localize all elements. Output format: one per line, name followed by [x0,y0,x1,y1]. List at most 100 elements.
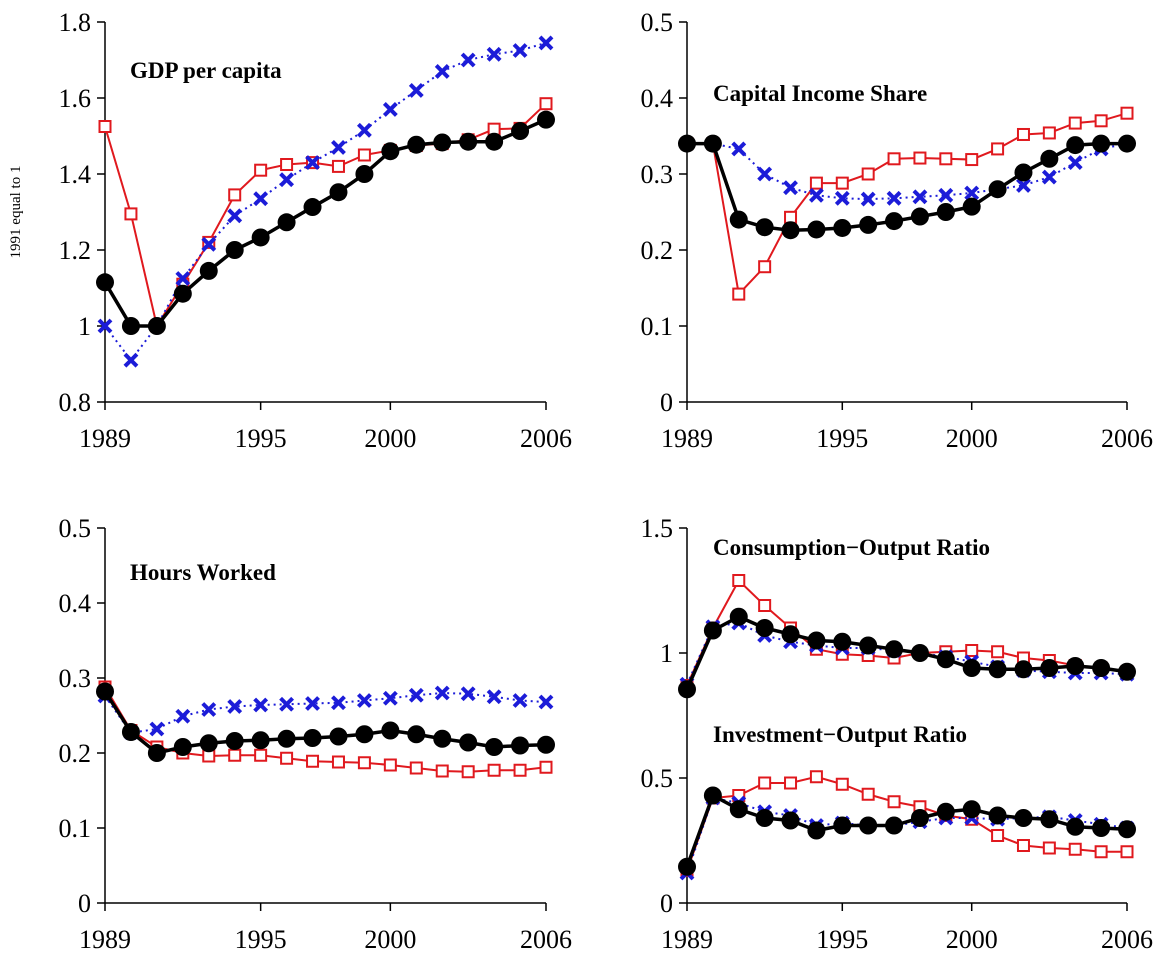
marker [784,210,798,224]
marker [1120,845,1134,859]
marker [409,761,423,775]
marker [383,758,397,772]
marker [433,729,452,748]
marker [755,809,774,827]
marker [279,172,295,188]
marker [1094,845,1108,859]
marker [433,133,452,152]
marker [201,702,217,717]
marker [225,241,244,259]
marker [887,795,901,809]
marker [939,152,953,166]
marker [277,729,296,748]
marker [1118,820,1136,839]
marker [988,806,1007,825]
marker [834,190,850,206]
marker [807,631,826,650]
marker [755,619,774,637]
marker [861,787,875,801]
marker [228,748,242,762]
marker [512,693,528,708]
x-tick-label: 2006 [1101,925,1153,954]
marker [1016,127,1030,141]
marker [859,816,878,835]
marker [121,723,140,741]
marker [1016,177,1031,193]
series-line [104,686,547,773]
marker [784,776,798,790]
marker [729,607,748,626]
x-tick-label: 2000 [946,424,998,453]
marker [962,800,981,819]
panel-title: GDP per capita [130,58,282,83]
marker [1040,810,1059,829]
marker [97,318,113,334]
marker [808,187,824,203]
marker [173,738,192,756]
marker [1042,841,1056,855]
x-tick-label: 1995 [816,925,868,954]
marker [124,207,138,221]
marker [173,284,192,303]
marker [277,213,296,232]
marker [962,197,981,216]
marker [511,736,530,755]
y-tick-label: 0.3 [641,160,674,189]
marker [513,763,527,777]
marker [1118,662,1136,681]
y-tick-label: 0.8 [59,388,92,417]
marker [729,800,748,819]
series [679,136,1135,207]
marker [1092,819,1111,837]
marker [356,693,372,708]
x-tick-label: 1989 [661,925,713,954]
marker [407,725,426,744]
marker [1014,660,1033,679]
series [97,685,554,741]
x-tick-label: 1989 [661,424,713,453]
marker [887,152,901,166]
marker [1067,155,1083,171]
marker [938,187,954,203]
marker [408,82,424,98]
marker [329,727,348,746]
marker [355,725,374,744]
marker [1014,809,1033,827]
marker [280,158,294,171]
marker [1040,659,1059,677]
marker [732,287,746,301]
marker [886,190,902,206]
marker [833,218,852,237]
marker [678,134,696,153]
marker [807,821,826,840]
marker [357,756,371,770]
marker [538,35,554,51]
marker [833,632,852,651]
marker [305,155,320,171]
marker [913,151,927,165]
series [678,134,1136,240]
marker [434,685,450,701]
marker [912,189,928,205]
marker [331,755,345,769]
marker [678,680,696,699]
marker [355,165,374,183]
panel-title: Consumption−Output Ratio [713,535,990,560]
marker [1041,169,1057,185]
marker [511,122,530,141]
marker [962,659,981,677]
series-line [685,614,1128,690]
series [679,615,1135,692]
x-tick-label: 1995 [235,424,287,453]
marker [279,696,295,712]
marker [331,139,346,155]
marker [487,763,501,777]
marker [201,236,217,252]
marker [859,215,878,234]
marker [357,148,371,162]
marker [861,167,875,181]
marker [485,132,504,151]
x-tick-label: 1989 [79,424,131,453]
marker [538,694,554,710]
